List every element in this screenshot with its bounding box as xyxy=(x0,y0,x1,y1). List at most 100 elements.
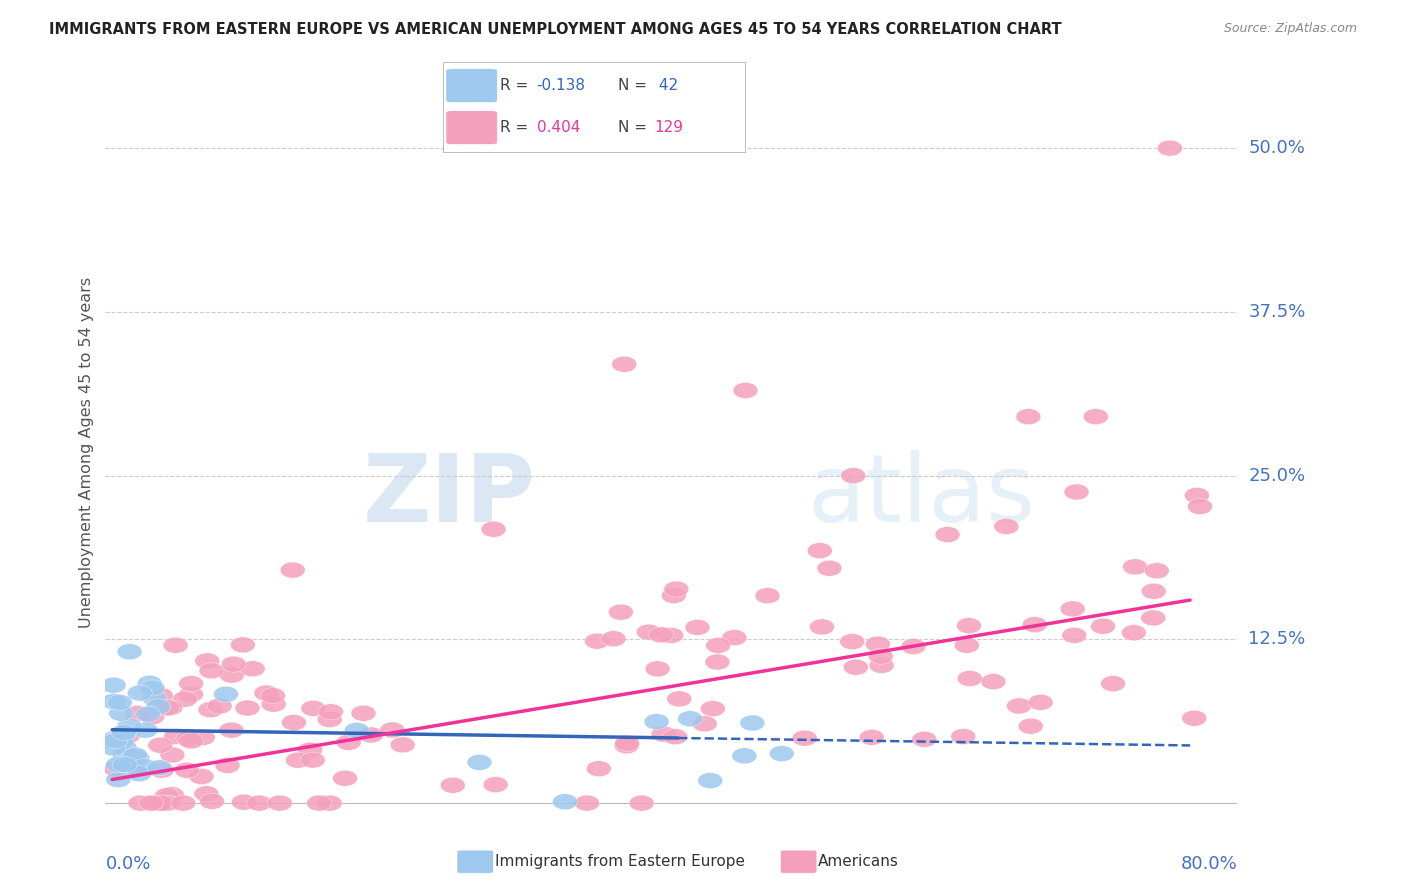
Ellipse shape xyxy=(956,617,981,633)
Ellipse shape xyxy=(125,706,149,722)
Ellipse shape xyxy=(136,706,160,723)
Ellipse shape xyxy=(1182,710,1206,726)
Ellipse shape xyxy=(704,654,730,670)
Ellipse shape xyxy=(839,633,865,649)
Ellipse shape xyxy=(662,729,688,745)
Text: 37.5%: 37.5% xyxy=(1249,303,1306,321)
Ellipse shape xyxy=(1084,409,1108,425)
Ellipse shape xyxy=(111,724,136,740)
Ellipse shape xyxy=(101,694,127,709)
Ellipse shape xyxy=(200,793,225,809)
Ellipse shape xyxy=(198,702,224,718)
Ellipse shape xyxy=(262,696,285,712)
Ellipse shape xyxy=(128,685,152,701)
Ellipse shape xyxy=(692,715,717,731)
Ellipse shape xyxy=(179,686,204,702)
Ellipse shape xyxy=(318,704,343,720)
Ellipse shape xyxy=(105,756,131,772)
Ellipse shape xyxy=(200,663,224,679)
Text: Americans: Americans xyxy=(818,855,900,869)
Ellipse shape xyxy=(280,562,305,578)
Ellipse shape xyxy=(841,467,866,483)
Ellipse shape xyxy=(755,588,780,604)
Ellipse shape xyxy=(336,734,361,750)
Ellipse shape xyxy=(101,731,127,747)
Ellipse shape xyxy=(1142,583,1166,599)
Ellipse shape xyxy=(307,795,332,811)
Ellipse shape xyxy=(586,761,612,777)
Ellipse shape xyxy=(170,795,195,811)
Ellipse shape xyxy=(145,795,170,811)
Ellipse shape xyxy=(352,706,375,722)
Ellipse shape xyxy=(107,695,132,710)
Ellipse shape xyxy=(359,727,384,743)
Ellipse shape xyxy=(105,772,131,788)
Ellipse shape xyxy=(156,795,180,811)
Ellipse shape xyxy=(101,733,127,749)
Ellipse shape xyxy=(1101,675,1125,691)
Ellipse shape xyxy=(232,794,256,810)
Ellipse shape xyxy=(950,729,976,745)
Ellipse shape xyxy=(146,760,172,776)
Text: atlas: atlas xyxy=(807,450,1035,542)
Ellipse shape xyxy=(142,690,166,706)
Text: -0.138: -0.138 xyxy=(537,78,586,93)
Text: N =: N = xyxy=(619,78,652,93)
Ellipse shape xyxy=(1018,718,1043,734)
Ellipse shape xyxy=(484,777,508,793)
Ellipse shape xyxy=(139,709,165,725)
Ellipse shape xyxy=(706,638,731,654)
Ellipse shape xyxy=(301,752,325,768)
Ellipse shape xyxy=(127,765,152,781)
Ellipse shape xyxy=(637,624,661,640)
Ellipse shape xyxy=(267,795,292,811)
Text: 12.5%: 12.5% xyxy=(1249,631,1306,648)
Ellipse shape xyxy=(138,675,162,691)
Ellipse shape xyxy=(101,677,127,693)
Ellipse shape xyxy=(685,619,710,635)
Text: R =: R = xyxy=(501,120,533,135)
Ellipse shape xyxy=(219,667,245,683)
Ellipse shape xyxy=(648,627,673,643)
Ellipse shape xyxy=(132,758,156,774)
Ellipse shape xyxy=(994,518,1019,534)
Ellipse shape xyxy=(769,746,794,762)
Ellipse shape xyxy=(697,772,723,789)
Ellipse shape xyxy=(148,688,173,704)
Ellipse shape xyxy=(733,747,756,764)
Ellipse shape xyxy=(1140,610,1166,626)
Ellipse shape xyxy=(231,637,256,653)
Ellipse shape xyxy=(817,560,842,576)
Ellipse shape xyxy=(1007,698,1032,714)
Ellipse shape xyxy=(1022,616,1047,632)
Ellipse shape xyxy=(128,795,153,811)
Text: 25.0%: 25.0% xyxy=(1249,467,1306,484)
Text: 0.0%: 0.0% xyxy=(105,855,150,873)
FancyBboxPatch shape xyxy=(446,69,498,103)
Ellipse shape xyxy=(614,735,640,751)
Ellipse shape xyxy=(173,691,197,707)
Ellipse shape xyxy=(108,706,134,722)
Ellipse shape xyxy=(157,699,183,715)
Ellipse shape xyxy=(254,685,278,701)
Ellipse shape xyxy=(1017,409,1040,425)
Ellipse shape xyxy=(700,700,725,716)
Ellipse shape xyxy=(318,795,342,811)
Ellipse shape xyxy=(235,700,260,716)
Ellipse shape xyxy=(285,752,311,768)
Text: R =: R = xyxy=(501,78,533,93)
Ellipse shape xyxy=(678,711,703,727)
Text: N =: N = xyxy=(619,120,652,135)
Ellipse shape xyxy=(112,739,136,756)
Text: Immigrants from Eastern Europe: Immigrants from Eastern Europe xyxy=(495,855,745,869)
Ellipse shape xyxy=(575,795,599,811)
Ellipse shape xyxy=(188,769,214,785)
Ellipse shape xyxy=(553,794,578,810)
Ellipse shape xyxy=(644,714,669,730)
Ellipse shape xyxy=(344,723,370,739)
Ellipse shape xyxy=(955,637,980,653)
Ellipse shape xyxy=(101,740,127,756)
Ellipse shape xyxy=(215,757,240,773)
Ellipse shape xyxy=(318,712,342,728)
Ellipse shape xyxy=(440,777,465,793)
